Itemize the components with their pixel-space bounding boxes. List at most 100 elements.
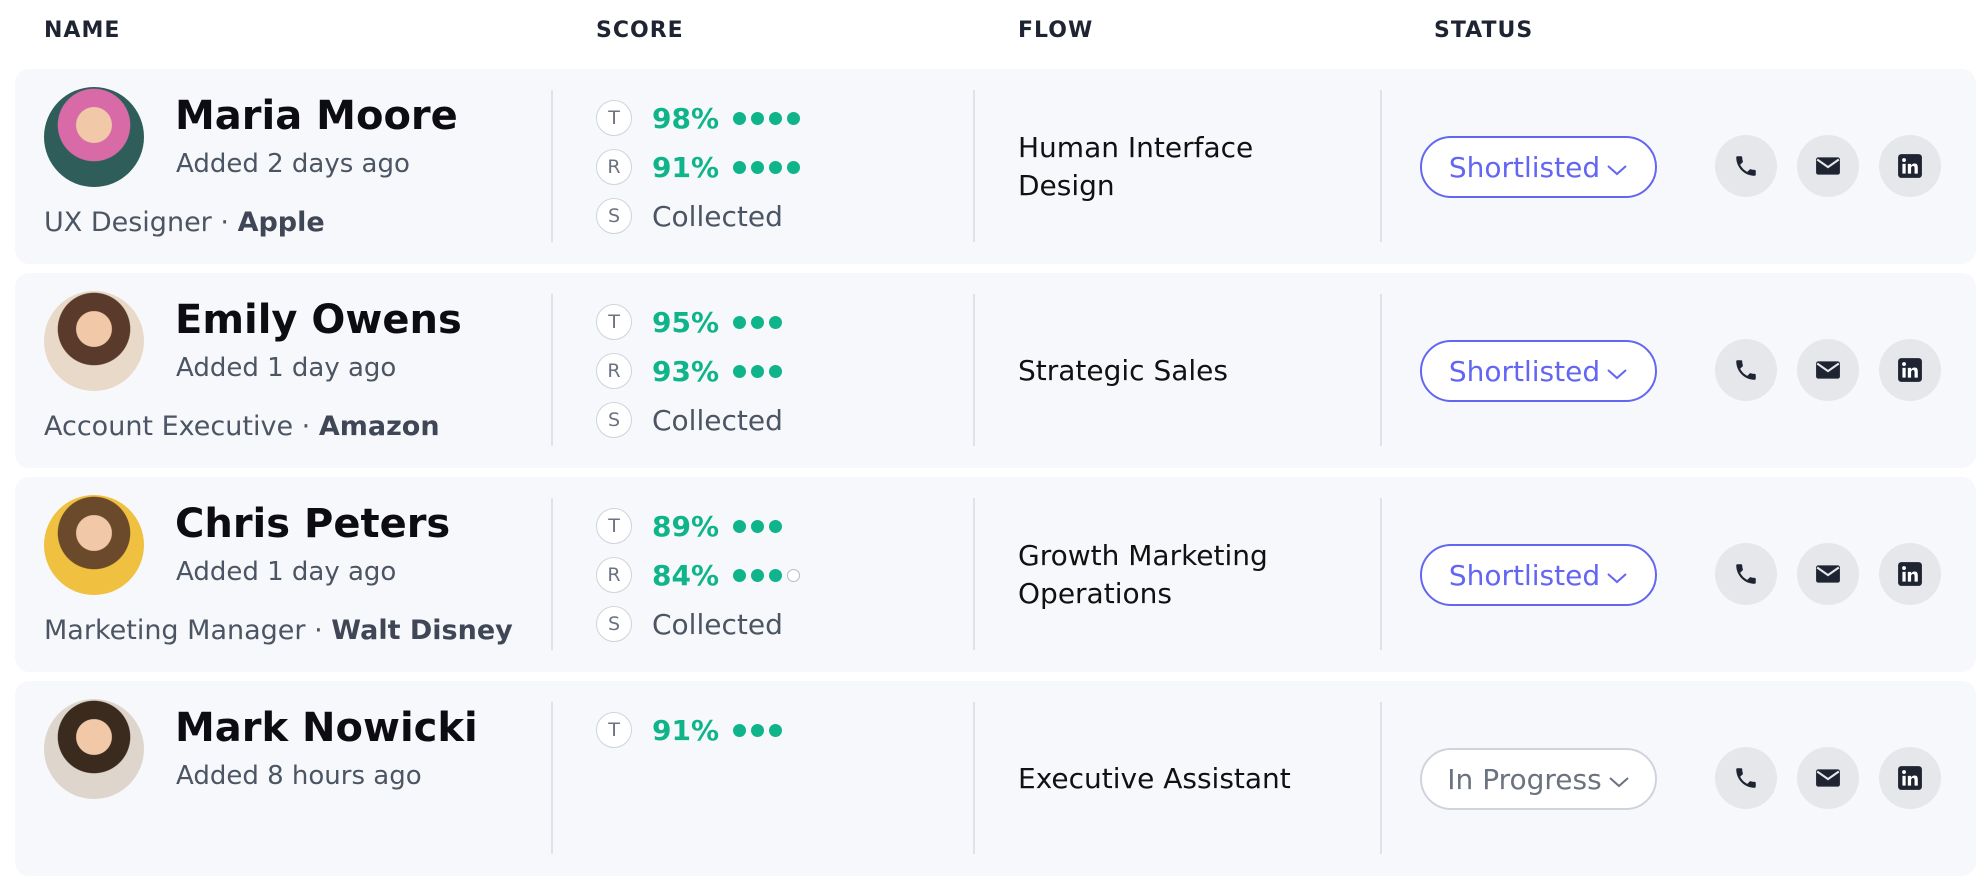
dot-filled xyxy=(787,160,801,174)
linkedin-button[interactable] xyxy=(1879,339,1941,401)
divider xyxy=(551,498,553,650)
rating-dots xyxy=(733,315,783,329)
linkedin-button[interactable] xyxy=(1879,747,1941,809)
score-text: 84% xyxy=(652,558,720,592)
flow-line: Design xyxy=(1018,168,1115,202)
status-label: Shortlisted xyxy=(1448,150,1601,184)
email-button[interactable] xyxy=(1797,543,1859,605)
score-letter: R xyxy=(596,149,632,185)
score-text: 91% xyxy=(652,150,720,184)
divider xyxy=(1380,294,1382,446)
email-button[interactable] xyxy=(1797,135,1859,197)
call-button[interactable] xyxy=(1715,339,1777,401)
score-letter: S xyxy=(596,198,632,234)
divider xyxy=(551,90,553,242)
chevron xyxy=(1608,763,1630,796)
score-text: 93% xyxy=(652,354,720,388)
dot-filled xyxy=(769,364,783,378)
score-letter: S xyxy=(596,606,632,642)
dot-filled xyxy=(733,111,747,125)
dot-filled xyxy=(769,111,783,125)
dot-filled xyxy=(751,315,765,329)
divider xyxy=(551,702,553,854)
score-letter: T xyxy=(596,304,632,340)
candidate-name: Chris Peters xyxy=(175,501,451,547)
call-button[interactable] xyxy=(1715,747,1777,809)
dot-filled xyxy=(769,568,783,582)
dot-filled xyxy=(733,315,747,329)
score-line: R 84% xyxy=(596,555,801,595)
divider xyxy=(1380,498,1382,650)
page: NAME SCORE FLOW STATUS Maria Moore Added 2 da… xyxy=(15,18,1976,854)
candidate-row: Emily Owens Added 1 day ago Account Execut… xyxy=(15,273,1976,468)
linkedin-button[interactable] xyxy=(1879,135,1941,197)
avatar xyxy=(44,87,144,187)
dot-filled xyxy=(751,568,765,582)
score-line: T 89% xyxy=(596,506,783,546)
status-dropdown[interactable]: Shortlisted xyxy=(1420,544,1657,606)
score-text: 91% xyxy=(652,713,720,747)
email-button[interactable] xyxy=(1797,747,1859,809)
divider xyxy=(973,90,975,242)
score-letter: T xyxy=(596,100,632,136)
divider xyxy=(973,498,975,650)
dot-filled xyxy=(769,160,783,174)
flow: Growth Marketing Operations xyxy=(1018,477,1268,672)
rating-dots xyxy=(733,519,783,533)
score-letter: T xyxy=(596,712,632,748)
call-button[interactable] xyxy=(1715,543,1777,605)
added-date: Added 1 day ago xyxy=(176,557,397,587)
flow-line: Operations xyxy=(1018,576,1172,610)
status-dropdown[interactable]: In Progress xyxy=(1420,748,1657,810)
company: Amazon xyxy=(318,411,440,442)
avatar xyxy=(44,699,144,799)
role: Account Executive · Amazon xyxy=(44,411,440,442)
score-text: 98% xyxy=(652,101,720,135)
candidate-row: Mark Nowicki Added 8 hours ago T 91% Executi… xyxy=(15,681,1976,876)
flow-line: Strategic Sales xyxy=(1018,353,1228,387)
role: UX Designer · Apple xyxy=(44,207,325,238)
status-dropdown[interactable]: Shortlisted xyxy=(1420,340,1657,402)
score-line: S Collected xyxy=(596,400,783,440)
call-button[interactable] xyxy=(1715,135,1777,197)
score-text: 89% xyxy=(652,509,720,543)
job-title: Account Executive xyxy=(44,411,294,442)
status-label: In Progress xyxy=(1447,762,1602,796)
candidate-name: Emily Owens xyxy=(175,297,462,343)
rating-dots xyxy=(733,723,783,737)
flow-line: Growth Marketing xyxy=(1018,538,1268,572)
rating-dots xyxy=(733,364,783,378)
score-line: T 91% xyxy=(596,710,783,750)
flow: Strategic Sales xyxy=(1018,273,1228,468)
divider xyxy=(1380,90,1382,242)
score-line: S Collected xyxy=(596,604,783,644)
dot-filled xyxy=(751,723,765,737)
status-dropdown[interactable]: Shortlisted xyxy=(1420,136,1657,198)
candidate-name: Mark Nowicki xyxy=(175,705,478,751)
score-line: T 95% xyxy=(596,302,783,342)
job-title: UX Designer xyxy=(44,207,212,238)
flow: Human Interface Design xyxy=(1018,69,1253,264)
company: Walt Disney xyxy=(331,615,513,646)
dot-filled xyxy=(733,160,747,174)
dot-filled xyxy=(733,568,747,582)
added-date: Added 2 days ago xyxy=(176,149,410,179)
dot-filled xyxy=(769,519,783,533)
score-line: R 91% xyxy=(596,147,801,187)
score-line: R 93% xyxy=(596,351,783,391)
chevron xyxy=(1606,559,1628,592)
flow: Executive Assistant xyxy=(1018,681,1291,876)
score-line: T 98% xyxy=(596,98,801,138)
candidate-row: Maria Moore Added 2 days ago UX Designer ·… xyxy=(15,69,1976,264)
divider xyxy=(973,294,975,446)
rating-dots xyxy=(733,568,801,582)
company: Apple xyxy=(237,207,325,238)
linkedin-button[interactable] xyxy=(1879,543,1941,605)
score-text: Collected xyxy=(652,403,783,437)
score-letter: T xyxy=(596,508,632,544)
dot-filled xyxy=(733,519,747,533)
dot-filled xyxy=(733,364,747,378)
column-header: NAME xyxy=(44,18,121,43)
email-button[interactable] xyxy=(1797,339,1859,401)
added-date: Added 8 hours ago xyxy=(176,761,422,791)
